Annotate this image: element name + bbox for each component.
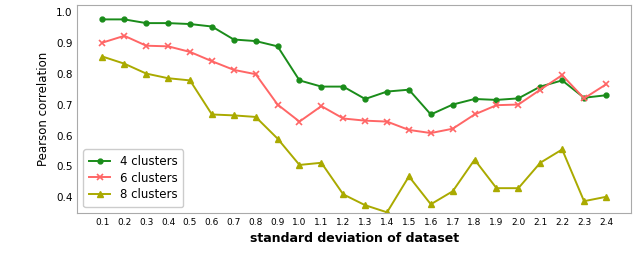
4 clusters [558,79,566,82]
6 clusters [558,73,566,77]
6 clusters [164,45,172,48]
8 clusters [515,186,522,190]
4 clusters [493,98,500,102]
8 clusters [274,137,281,140]
4 clusters [536,85,544,88]
4 clusters [230,38,238,41]
4 clusters [274,45,281,48]
4 clusters [449,103,457,106]
4 clusters [405,88,413,91]
4 clusters [361,97,369,101]
4 clusters [317,85,325,88]
4 clusters [296,79,303,82]
8 clusters [186,79,194,82]
6 clusters [99,41,106,44]
4 clusters [580,96,588,99]
4 clusters [142,22,150,25]
6 clusters [317,105,325,108]
8 clusters [164,77,172,80]
Legend: 4 clusters, 6 clusters, 8 clusters: 4 clusters, 6 clusters, 8 clusters [83,149,184,207]
6 clusters [252,73,260,76]
6 clusters [515,103,522,106]
8 clusters [142,72,150,75]
8 clusters [405,175,413,178]
8 clusters [471,158,478,161]
6 clusters [230,68,238,72]
6 clusters [361,119,369,122]
4 clusters [120,18,128,21]
6 clusters [296,120,303,123]
8 clusters [317,161,325,164]
6 clusters [274,103,281,106]
6 clusters [383,120,391,123]
4 clusters [471,97,478,101]
6 clusters [493,103,500,107]
8 clusters [558,148,566,151]
Y-axis label: Pearson correlation: Pearson correlation [37,52,50,166]
8 clusters [536,161,544,164]
6 clusters [120,34,128,37]
6 clusters [427,131,435,135]
8 clusters [230,114,238,117]
8 clusters [208,113,216,116]
8 clusters [252,115,260,118]
8 clusters [339,193,347,196]
8 clusters [427,203,435,206]
4 clusters [99,18,106,21]
6 clusters [142,44,150,47]
Line: 8 clusters: 8 clusters [100,54,609,215]
4 clusters [339,85,347,88]
8 clusters [449,190,457,193]
6 clusters [536,88,544,91]
4 clusters [164,22,172,25]
8 clusters [493,186,500,190]
8 clusters [602,195,610,198]
8 clusters [120,62,128,65]
6 clusters [405,128,413,132]
4 clusters [515,97,522,100]
4 clusters [383,90,391,93]
4 clusters [186,22,194,26]
8 clusters [580,200,588,203]
4 clusters [427,113,435,116]
8 clusters [383,211,391,214]
6 clusters [208,60,216,63]
6 clusters [186,50,194,54]
6 clusters [602,83,610,86]
X-axis label: standard deviation of dataset: standard deviation of dataset [250,232,459,245]
6 clusters [580,97,588,100]
8 clusters [99,55,106,58]
6 clusters [449,127,457,130]
8 clusters [361,204,369,207]
6 clusters [471,113,478,116]
8 clusters [296,163,303,167]
4 clusters [602,94,610,97]
Line: 6 clusters: 6 clusters [99,33,609,136]
4 clusters [252,39,260,43]
6 clusters [339,117,347,120]
Line: 4 clusters: 4 clusters [100,17,609,117]
4 clusters [208,25,216,28]
